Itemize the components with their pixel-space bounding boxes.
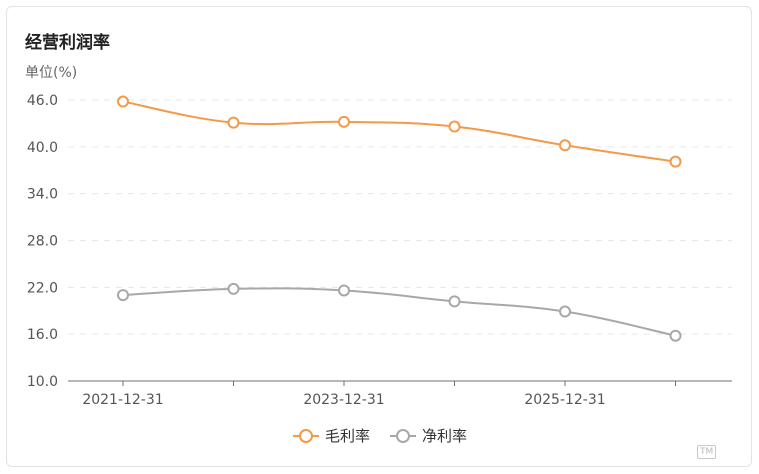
data-point [669, 155, 682, 168]
data-point [448, 120, 461, 133]
series-line-1 [122, 100, 676, 163]
chart-card [6, 6, 752, 467]
data-point [559, 139, 571, 152]
chart-title: 经营利润率 [25, 33, 110, 53]
grid-lines [68, 99, 732, 335]
legend[interactable]: 毛利率 净利率 [293, 427, 467, 445]
watermark-logo: TM [697, 445, 717, 459]
data-point [227, 116, 240, 129]
x-tick-label: 2023-12-31 [303, 392, 384, 408]
data-point [338, 284, 350, 297]
x-axis: 2021-12-31 2023-12-31 2025-12-31 [68, 380, 732, 408]
series-line-2 [122, 287, 676, 337]
y-tick-label: 28.0 [27, 234, 58, 250]
data-point [227, 282, 240, 295]
data-point [448, 295, 461, 308]
y-tick-label: 46.0 [27, 93, 58, 109]
series-layer [117, 95, 682, 342]
legend-label: 毛利率 [325, 427, 370, 445]
legend-marker [299, 429, 313, 443]
y-axis-ticks: 10.0 16.0 22.0 28.0 34.0 40.0 46.0 [27, 93, 58, 390]
legend-item-2[interactable]: 净利率 [390, 427, 467, 445]
data-point [559, 305, 571, 318]
x-tick-label: 2025-12-31 [524, 392, 605, 408]
y-tick-label: 22.0 [27, 280, 58, 296]
data-point [117, 95, 129, 108]
y-axis-unit-label: 单位(%) [25, 65, 78, 81]
data-point [338, 115, 350, 128]
x-tick-label: 2021-12-31 [82, 392, 163, 408]
y-tick-label: 10.0 [27, 374, 58, 390]
y-tick-label: 40.0 [27, 140, 58, 156]
legend-marker [396, 429, 410, 443]
legend-label: 净利率 [422, 427, 467, 445]
legend-item-1[interactable]: 毛利率 [293, 427, 370, 445]
data-point [669, 329, 682, 342]
data-point [117, 289, 129, 302]
y-tick-label: 16.0 [27, 327, 58, 343]
y-tick-label: 34.0 [27, 187, 58, 203]
